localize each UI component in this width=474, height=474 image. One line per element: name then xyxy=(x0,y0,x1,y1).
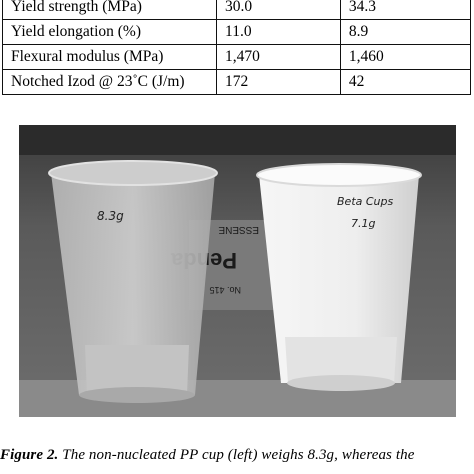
figure-label: Figure 2. xyxy=(0,447,59,463)
table-cell: 34.3 xyxy=(339,0,472,20)
box-label-1: ESSENE xyxy=(218,224,259,235)
right-cup-handwriting-1: Beta Cups xyxy=(337,195,393,208)
cups-photo-illustration: ESSENE Penda No. 415 8.3g Beta Cups 7.1g xyxy=(19,125,456,417)
table-cell: 42 xyxy=(339,69,472,95)
cups-photo: ESSENE Penda No. 415 8.3g Beta Cups 7.1g xyxy=(19,125,456,417)
properties-table: Yield strength (MPa) 30.0 34.3 Yield elong… xyxy=(1,0,472,95)
table-cell: 30.0 xyxy=(216,0,341,20)
table-row: Notched Izod @ 23˚C (J/m) 172 42 xyxy=(1,69,472,95)
table-cell: 11.0 xyxy=(216,19,341,45)
table-cell: 1,470 xyxy=(216,44,341,70)
table-cell: Flexural modulus (MPa) xyxy=(1,44,218,70)
table-cell: Notched Izod @ 23˚C (J/m) xyxy=(1,69,218,95)
table-cell: Yield strength (MPa) xyxy=(1,0,218,20)
non-nucleated-cup: 8.3g xyxy=(48,160,218,403)
table-cell: 8.9 xyxy=(339,19,472,45)
table-cell: 1,460 xyxy=(339,44,472,70)
table-row: Flexural modulus (MPa) 1,470 1,460 xyxy=(1,44,472,70)
box-label-3: No. 415 xyxy=(209,285,241,295)
table-row: Yield elongation (%) 11.0 8.9 xyxy=(1,19,472,45)
table-cell: 172 xyxy=(216,69,341,95)
table-row: Yield strength (MPa) 30.0 34.3 xyxy=(1,0,472,20)
caption-text: The non-nucleated PP cup (left) weighs 8… xyxy=(58,447,415,463)
table-cell: Yield elongation (%) xyxy=(1,19,218,45)
beta-nucleated-cup: Beta Cups 7.1g xyxy=(256,163,422,391)
figure-caption: Figure 2. The non-nucleated PP cup (left… xyxy=(0,447,474,464)
right-cup-handwriting-2: 7.1g xyxy=(351,217,375,230)
left-cup-handwriting: 8.3g xyxy=(97,209,124,223)
